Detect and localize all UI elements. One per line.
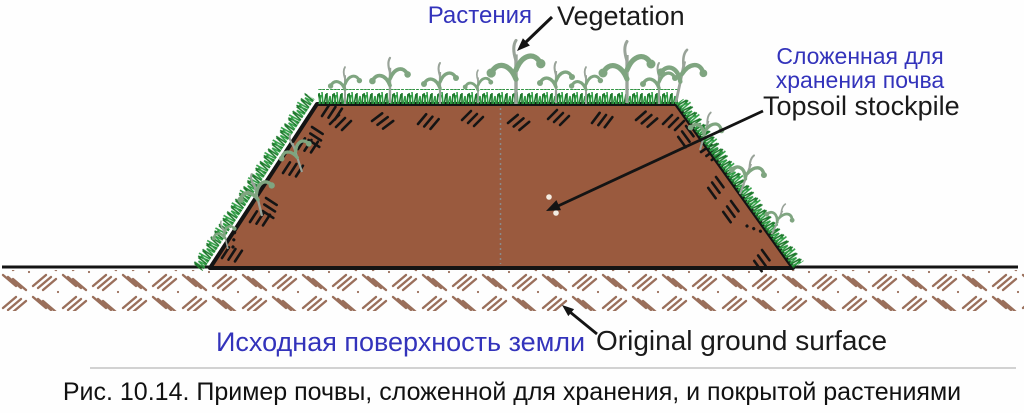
label-vegetation-ru: Растения xyxy=(427,2,532,29)
grass-top xyxy=(318,89,678,104)
label-ground-ru: Исходная поверхность земли xyxy=(216,327,586,357)
label-vegetation-en: Vegetation xyxy=(557,1,685,31)
label-stockpile-en: Topsoil stockpile xyxy=(763,91,960,121)
leader-arrows xyxy=(517,15,764,336)
stockpile-arrow xyxy=(546,109,764,211)
ground-hatch-band xyxy=(0,270,1024,311)
grass-right-slope xyxy=(676,96,804,269)
label-stockpile-ru-line2: хранения почва xyxy=(775,67,945,93)
label-ground-en: Original ground surface xyxy=(596,325,888,356)
ground-surface-arrow xyxy=(562,305,598,336)
vegetation-cover xyxy=(191,40,804,272)
soil-speck xyxy=(546,194,552,200)
grass-left-slope xyxy=(191,92,315,272)
figure-caption: Рис. 10.14. Пример почвы, сложенной для … xyxy=(62,378,962,406)
soil-speck xyxy=(553,210,559,216)
label-stockpile-ru-line1: Сложенная для xyxy=(776,43,944,69)
vegetation-arrow xyxy=(517,15,554,51)
label-stockpile-ru: Сложенная для хранения почва xyxy=(758,44,962,92)
